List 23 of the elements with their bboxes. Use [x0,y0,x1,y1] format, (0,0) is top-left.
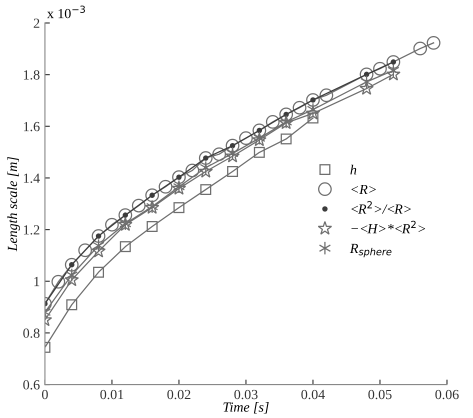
y-tick-label: 0.6 [23,380,40,390]
y-axis-title: Length scale [m] [7,156,20,252]
y-tick-label: 1.8 [24,70,40,80]
y-tick-label: 2 [34,18,40,28]
legend-label: <R$^{2}$>/<R> [351,201,411,214]
legend-label: <R> [351,184,376,194]
x-tick-label: 0.04 [301,390,325,400]
text: x 10$^{−3}$ [47,6,85,18]
y-tick-label: 0.8 [23,328,40,338]
x-tick-label: 0.02 [167,390,190,400]
x-tick-label: 0.01 [100,390,124,400]
y-tick-label: 1.4 [24,174,40,183]
x-tick-label: 0.03 [234,390,258,400]
x-tick-label: 0.06 [435,390,459,400]
x-axis-title: Time [s] [224,402,269,414]
y-tick-label: 1.6 [24,122,40,132]
x-tick-label: 0 [42,390,48,400]
y-tick-label: 1.2 [24,225,40,235]
legend-label: h [350,164,356,174]
legend-label: R$_{sphere}$ [350,244,392,258]
y-tick-label: 1 [34,276,40,286]
x-tick-label: 0.05 [368,390,392,400]
legend-label: −<H>*<R$^{2}$> [351,220,426,234]
